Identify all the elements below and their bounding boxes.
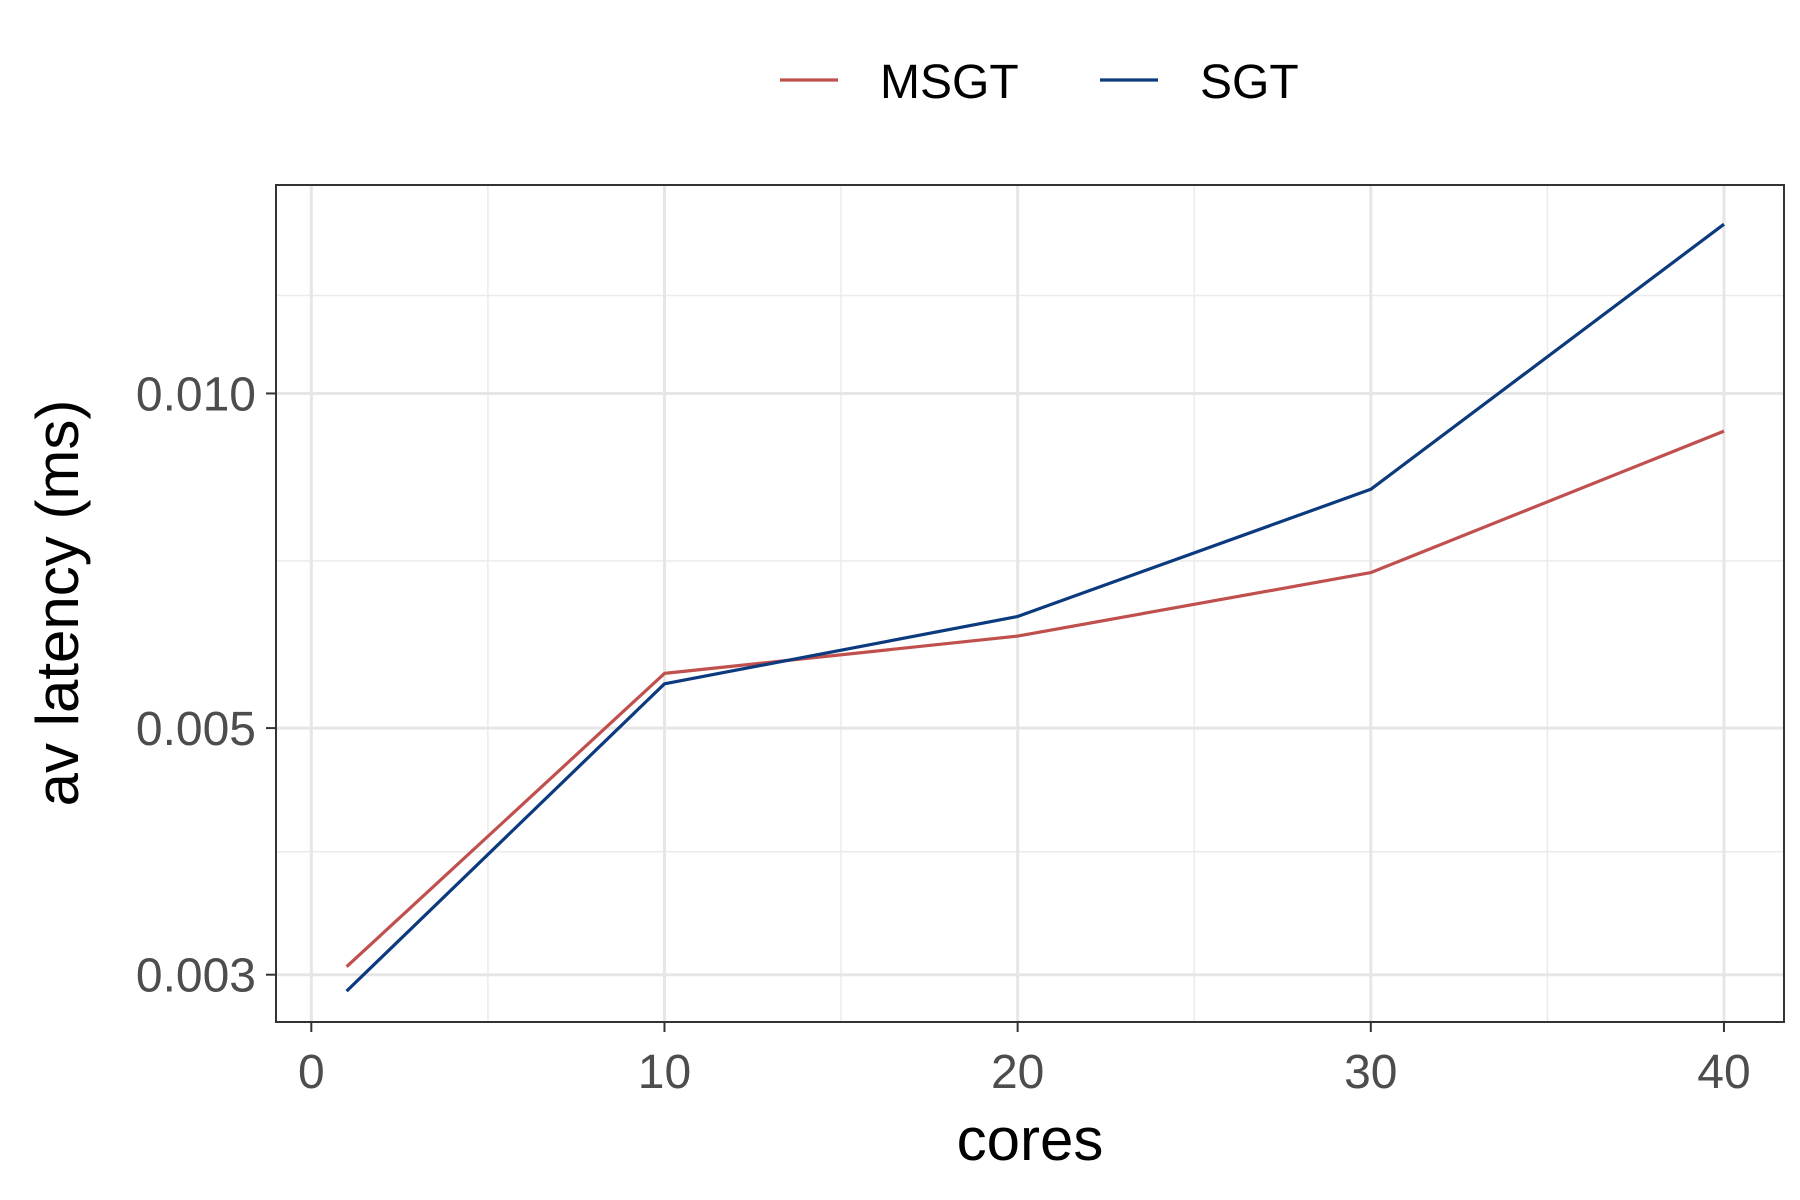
y-axis-title: av latency (ms) (24, 400, 91, 807)
x-tick-label: 20 (991, 1046, 1044, 1099)
legend-label: MSGT (880, 56, 1019, 109)
legend-item-msgt: MSGT (780, 56, 1019, 109)
x-axis-title: cores (957, 1106, 1104, 1173)
x-tick-label: 30 (1344, 1046, 1397, 1099)
series-line-sgt (345, 222, 1725, 993)
x-tick-label: 10 (638, 1046, 691, 1099)
grid (276, 185, 1784, 1022)
series-layer (345, 222, 1725, 993)
plot-panel-border (275, 184, 1785, 1023)
x-tick-label: 0 (298, 1046, 325, 1099)
x-tick-label: 40 (1697, 1046, 1750, 1099)
legend-label: SGT (1200, 56, 1299, 109)
series-line-msgt (345, 429, 1725, 968)
y-tick-label: 0.003 (136, 950, 256, 1003)
y-tick-label: 0.010 (136, 368, 256, 421)
legend-item-sgt: SGT (1100, 56, 1299, 109)
axes: 0 10 20 30 40 0.003 0.005 0.010 (136, 368, 1751, 1099)
y-tick-label: 0.005 (136, 703, 256, 756)
legend: MSGT SGT (780, 56, 1299, 109)
